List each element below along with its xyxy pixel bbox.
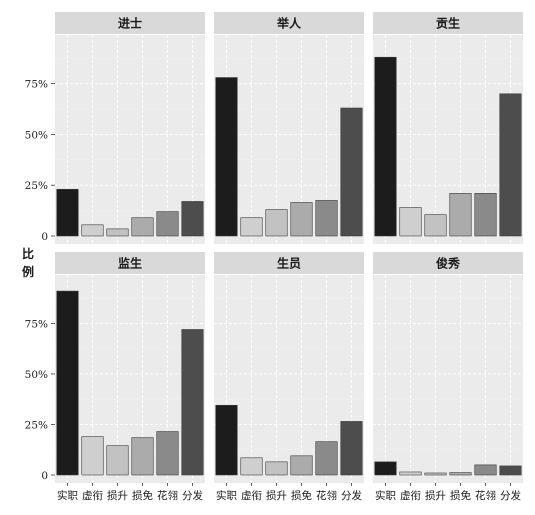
x-tick-label: 实职 xyxy=(375,489,396,502)
y-tick-label: 50% xyxy=(25,129,48,141)
bar xyxy=(131,437,154,476)
x-tick-label: 损升 xyxy=(266,489,287,502)
facet-panel: 监生 0 25% 50% 75% 实职 虚衔 损升 损免 花翎 分发 xyxy=(25,252,205,502)
bar xyxy=(265,209,288,237)
bar xyxy=(156,431,179,476)
facet-panel: 举人 xyxy=(214,12,364,244)
bar xyxy=(374,56,397,237)
x-tick-label: 实职 xyxy=(216,489,237,502)
x-tick-label: 分发 xyxy=(500,489,521,502)
facet-title: 生员 xyxy=(277,256,301,271)
facet-title: 俊秀 xyxy=(436,256,461,271)
bar xyxy=(340,421,363,476)
bar xyxy=(215,404,238,476)
x-tick-label: 花翎 xyxy=(316,489,337,502)
bar xyxy=(315,441,338,476)
x-tick-label: 损免 xyxy=(450,489,471,502)
bar xyxy=(499,93,522,237)
bar xyxy=(499,465,522,476)
y-tick-label: 25% xyxy=(25,419,48,431)
facet-title: 监生 xyxy=(118,256,142,271)
bar xyxy=(424,214,447,237)
x-tick-label: 分发 xyxy=(341,489,362,502)
bar xyxy=(449,193,472,237)
facet-title: 进士 xyxy=(118,16,142,31)
bar xyxy=(424,472,447,476)
y-tick-label: 0 xyxy=(41,231,48,243)
facet-panel: 贡生 xyxy=(373,12,523,244)
bar xyxy=(399,471,422,476)
bar xyxy=(265,461,288,476)
y-axis-title: 比 xyxy=(22,246,34,261)
x-tick-label: 损升 xyxy=(107,489,128,502)
bar xyxy=(56,188,79,237)
bar xyxy=(290,455,313,476)
bar xyxy=(81,224,104,237)
facet-panel: 进士 0 25% 50% 75% xyxy=(25,12,205,244)
x-tick-label: 损免 xyxy=(291,489,312,502)
bar xyxy=(374,461,397,476)
facet-strip xyxy=(373,252,523,274)
bar xyxy=(399,207,422,237)
facet-strip xyxy=(55,252,205,274)
y-tick-label: 75% xyxy=(25,79,48,91)
x-tick-label: 虚衔 xyxy=(241,490,262,502)
facet-title: 贡生 xyxy=(436,16,460,31)
y-tick-label: 25% xyxy=(25,180,48,192)
x-tick-label: 花翎 xyxy=(157,489,178,502)
y-tick-label: 0 xyxy=(41,470,48,482)
panel-background xyxy=(55,275,205,483)
bar xyxy=(181,329,204,476)
bar xyxy=(56,290,79,476)
bar xyxy=(240,217,263,237)
x-tick-label: 损升 xyxy=(425,489,446,502)
y-tick-label: 75% xyxy=(25,318,48,330)
facet-title: 举人 xyxy=(276,16,302,31)
panel-background xyxy=(373,35,523,244)
panel-background xyxy=(214,275,364,483)
bar xyxy=(290,202,313,237)
y-tick-label: 50% xyxy=(25,369,48,381)
panel-background xyxy=(55,35,205,244)
y-axis-title: 例 xyxy=(22,264,34,279)
bar xyxy=(156,211,179,237)
bar xyxy=(106,445,129,476)
x-tick-label: 花翎 xyxy=(475,489,496,502)
bar xyxy=(131,217,154,237)
bar xyxy=(215,77,238,237)
x-tick-label: 实职 xyxy=(57,489,78,502)
panel-background xyxy=(373,275,523,483)
bar xyxy=(449,472,472,476)
x-tick-label: 虚衔 xyxy=(82,490,103,502)
bar xyxy=(474,464,497,476)
bar xyxy=(340,107,363,237)
facet-strip xyxy=(214,252,364,274)
panel-background xyxy=(214,35,364,244)
bar xyxy=(181,201,204,237)
x-tick-label: 损免 xyxy=(132,489,153,502)
bar xyxy=(315,200,338,237)
x-tick-label: 分发 xyxy=(182,489,203,502)
facet-strip xyxy=(214,12,364,34)
x-tick-label: 虚衔 xyxy=(400,490,421,502)
facet-strip xyxy=(55,12,205,34)
facet-strip xyxy=(373,12,523,34)
bar xyxy=(106,228,129,237)
bar xyxy=(474,193,497,237)
bar xyxy=(240,457,263,476)
bar xyxy=(81,436,104,476)
